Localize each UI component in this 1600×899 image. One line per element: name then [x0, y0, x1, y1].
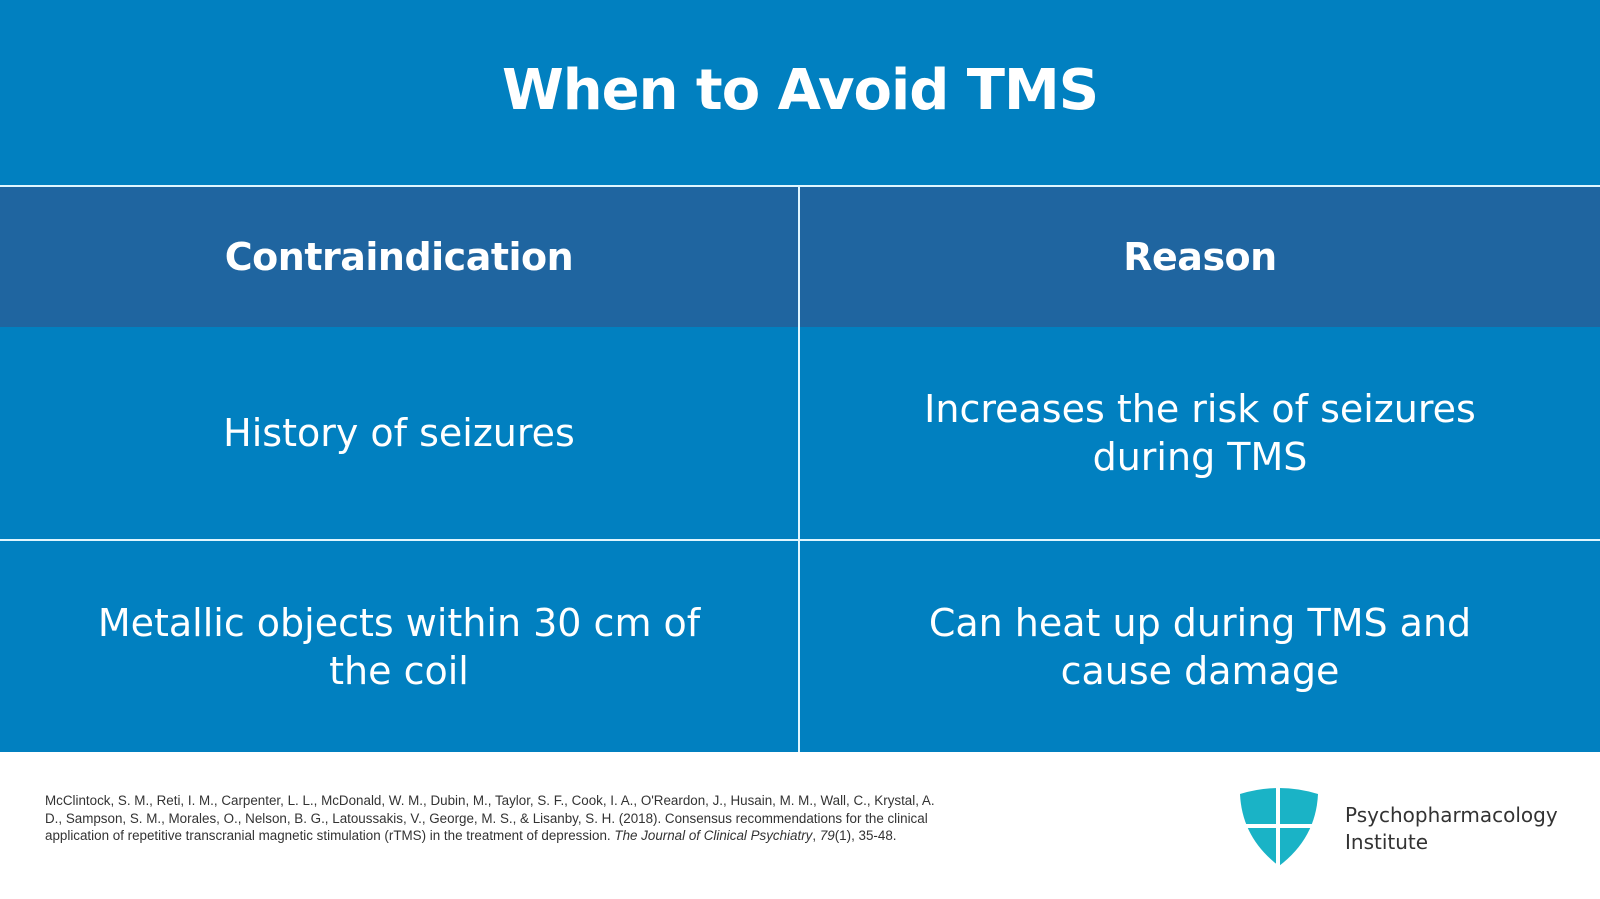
- citation: McClintock, S. M., Reti, I. M., Carpente…: [45, 793, 935, 843]
- cell-reason-2: Can heat up during TMS and cause damage: [928, 600, 1472, 693]
- column-divider: [798, 187, 800, 752]
- header-contraindication: Contraindication: [224, 235, 574, 279]
- header-reason: Reason: [1123, 235, 1277, 279]
- shield-cross-icon: [1238, 786, 1320, 870]
- citation-journal: The Journal of Clinical Psychiatry: [614, 828, 813, 843]
- citation-pages: (1), 35-48.: [834, 828, 897, 843]
- logo-line-2: Institute: [1345, 830, 1429, 854]
- slide-background: When to Avoid TMS Contraindication Reaso…: [0, 0, 1600, 752]
- citation-authors: McClintock, S. M., Reti, I. M., Carpente…: [45, 793, 935, 843]
- cell-reason-1: Increases the risk of seizures during TM…: [924, 387, 1476, 479]
- cell-contraindication-1: History of seizures: [223, 411, 575, 455]
- cell-contraindication-2: Metallic objects within 30 cm of the coi…: [97, 600, 701, 693]
- logo-line-1: Psychopharmacology: [1345, 803, 1558, 827]
- logo-text: Psychopharmacology Institute: [1345, 802, 1558, 856]
- row-divider: [0, 539, 1600, 541]
- slide-title: When to Avoid TMS: [501, 58, 1099, 123]
- table-header-row: [0, 187, 1600, 327]
- table-top-divider: [0, 185, 1600, 187]
- citation-volume: 79: [819, 828, 835, 843]
